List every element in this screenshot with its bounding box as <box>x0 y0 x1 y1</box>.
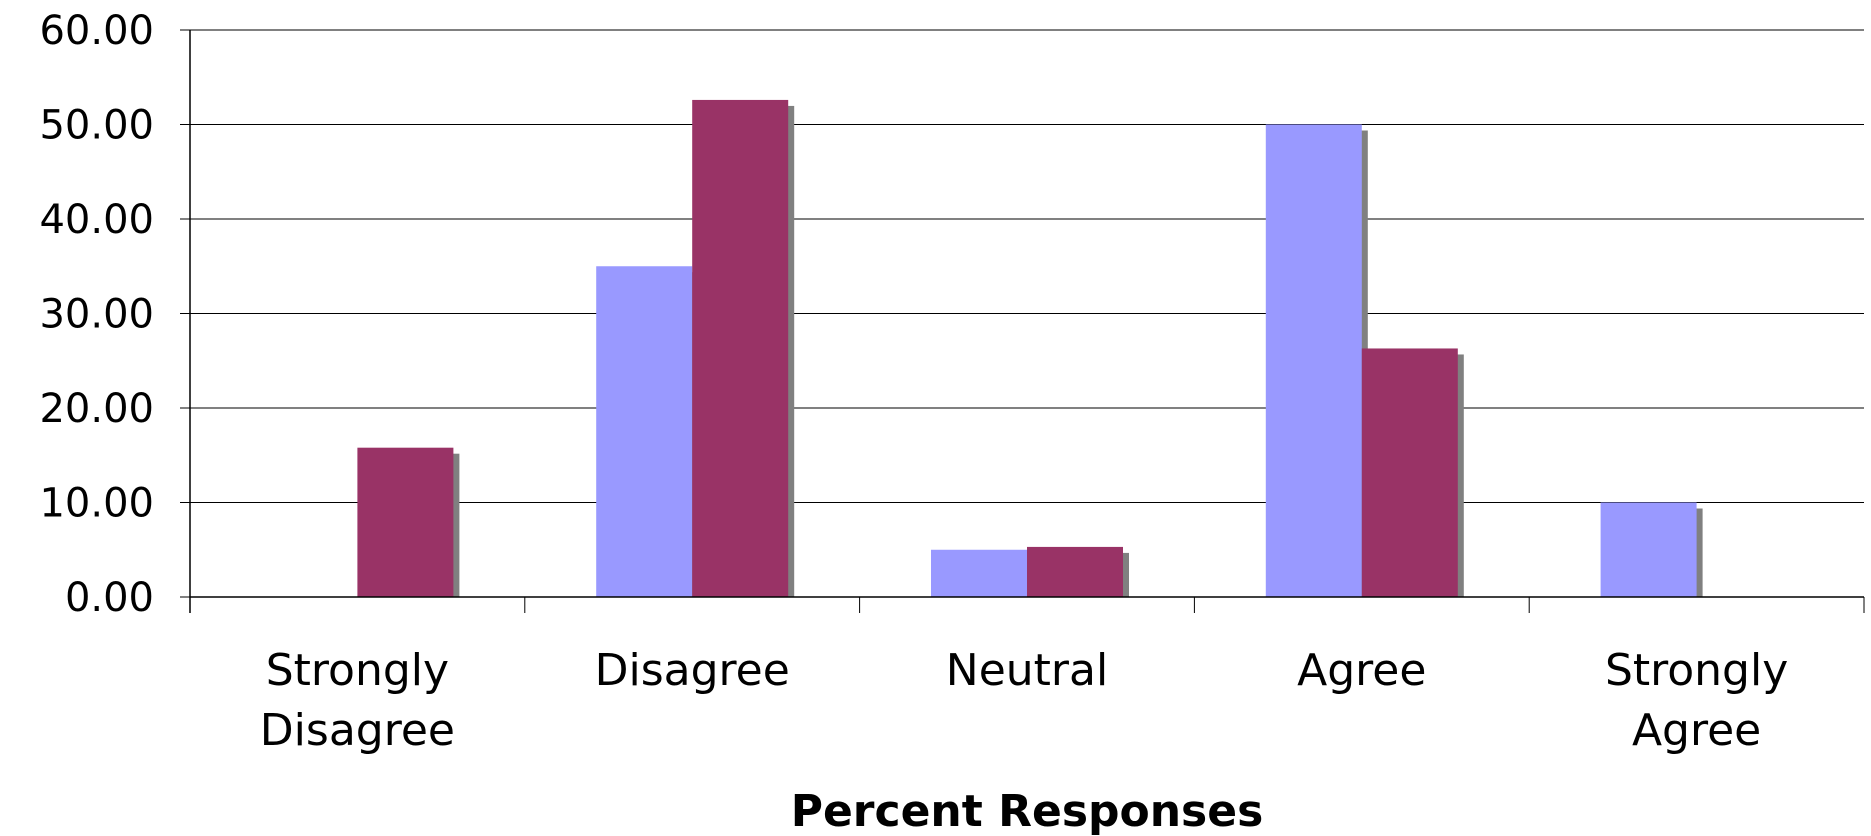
axes <box>189 30 1865 613</box>
x-axis-title: Percent Responses <box>791 786 1264 836</box>
bars <box>357 99 1697 598</box>
y-tick-label: 60.00 <box>39 8 154 54</box>
bar-shadows <box>363 105 1703 598</box>
bar <box>357 447 454 597</box>
x-category-label: Agree <box>1297 645 1426 696</box>
bar <box>596 266 693 597</box>
gridlines <box>180 29 1864 598</box>
y-tick-label: 30.00 <box>39 292 154 338</box>
y-tick-label: 0.00 <box>65 575 154 621</box>
x-category-label: Neutral <box>946 645 1108 696</box>
x-category-label: Disagree <box>595 645 790 696</box>
bar <box>1265 124 1362 597</box>
y-tick-label: 50.00 <box>39 103 154 149</box>
bar <box>1361 348 1458 597</box>
bar <box>931 549 1027 597</box>
y-tick-label: 10.00 <box>39 481 154 527</box>
x-category-labels: Strongly Disagree Disagree Neutral Agree Stro… <box>260 645 1788 756</box>
x-category-label: Strongly Disagree <box>260 645 455 756</box>
bar <box>1027 546 1123 597</box>
bar <box>1600 502 1697 597</box>
bar <box>692 99 789 598</box>
y-tick-label: 20.00 <box>39 386 154 432</box>
y-tick-labels: 0.00 10.00 20.00 30.00 40.00 50.00 60.00 <box>39 8 154 621</box>
x-category-label: Strongly Agree <box>1605 645 1788 756</box>
y-tick-label: 40.00 <box>39 197 154 243</box>
